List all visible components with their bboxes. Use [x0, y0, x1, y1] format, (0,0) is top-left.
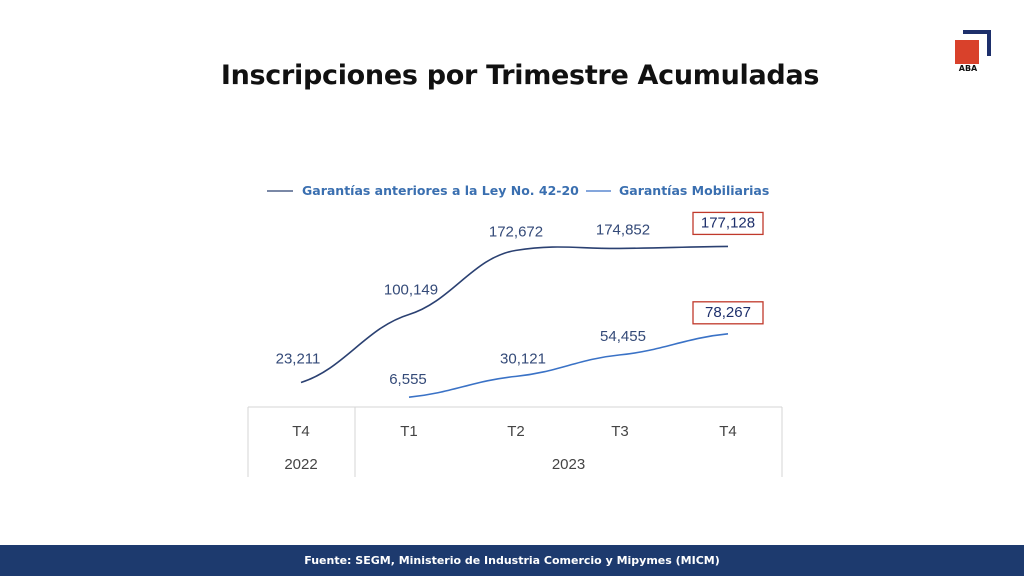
- aba-logo: ABA: [955, 30, 991, 74]
- legend-label: Garantías anteriores a la Ley No. 42-20: [302, 183, 579, 198]
- data-label: 6,555: [389, 371, 427, 388]
- year-label: 2022: [284, 456, 317, 473]
- line-chart: T4 T1 T2 T3 T4 2022 2023 Garantías anteriores a…: [247, 183, 783, 477]
- highlight-box: [692, 301, 764, 325]
- series-line-garantias-mobiliarias: [408, 333, 729, 399]
- highlight-box: [692, 211, 764, 236]
- data-label: 100,149: [384, 281, 438, 298]
- page-title: Inscripciones por Trimestre Acumuladas: [220, 60, 820, 91]
- x-tick-label: T1: [400, 423, 418, 440]
- legend-label: Garantías Mobiliarias: [619, 183, 769, 198]
- data-label: 23,211: [276, 350, 321, 367]
- source-footer: Fuente: SEGM, Ministerio de Industria Co…: [0, 545, 1024, 576]
- data-label: 54,455: [600, 328, 646, 345]
- logo-square: [955, 40, 979, 64]
- x-tick-label: T2: [507, 423, 525, 440]
- x-tick-label: T4: [292, 423, 310, 440]
- data-label: 177,128: [701, 214, 755, 231]
- logo-corner-side: [987, 30, 991, 56]
- data-label: 30,121: [500, 350, 546, 367]
- x-tick-label: T3: [611, 423, 629, 440]
- data-label: 174,852: [596, 221, 650, 238]
- logo-corner-top: [963, 30, 991, 34]
- logo-text: ABA: [958, 64, 978, 73]
- data-label: 172,672: [489, 223, 543, 240]
- data-label: 78,267: [705, 304, 751, 321]
- x-tick-label: T4: [719, 423, 737, 440]
- series-line-garantias-anteriores: [300, 245, 729, 384]
- year-label: 2023: [552, 456, 585, 473]
